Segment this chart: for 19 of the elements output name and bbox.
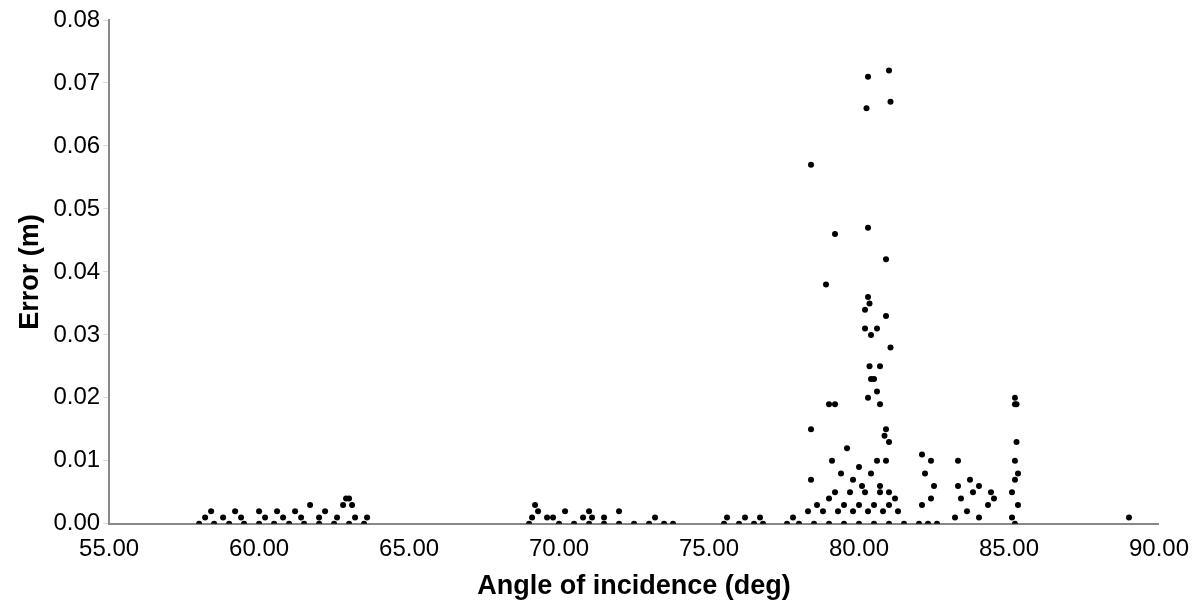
x-tick-label: 55.00 bbox=[79, 533, 140, 561]
x-tick-label: 85.00 bbox=[978, 533, 1040, 561]
x-tick-label: 70.00 bbox=[529, 533, 590, 561]
x-tick-label: 60.00 bbox=[229, 533, 290, 561]
x-tick-label: 65.00 bbox=[379, 533, 440, 561]
x-tick-label: 75.00 bbox=[679, 533, 740, 561]
x-axis-title: Angle of incidence (deg) bbox=[477, 570, 791, 601]
y-axis-title: Error (m) bbox=[13, 214, 44, 330]
y-tick-label: 0.08 bbox=[53, 4, 101, 32]
y-tick-label: 0.02 bbox=[53, 382, 101, 410]
y-tick-label: 0.00 bbox=[53, 508, 101, 536]
x-tick-label: 80.00 bbox=[828, 533, 890, 561]
x-tick-label: 90.00 bbox=[1128, 533, 1189, 561]
y-tick-label: 0.07 bbox=[53, 67, 101, 95]
y-tick-label: 0.05 bbox=[53, 193, 101, 221]
y-tick-label: 0.03 bbox=[53, 319, 101, 347]
y-tick-label: 0.04 bbox=[53, 256, 101, 284]
y-tick-label: 0.01 bbox=[53, 445, 101, 473]
y-tick-label: 0.06 bbox=[53, 130, 101, 158]
